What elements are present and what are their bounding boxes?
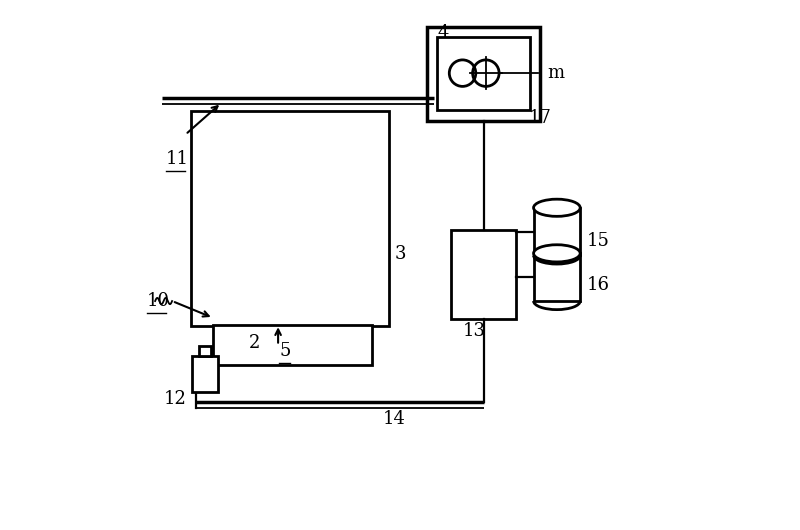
Bar — [190, 111, 390, 326]
Text: 13: 13 — [462, 322, 486, 340]
Ellipse shape — [534, 199, 580, 216]
Bar — [199, 346, 210, 356]
Text: 10: 10 — [146, 292, 170, 310]
Bar — [534, 208, 580, 255]
Text: 5: 5 — [279, 342, 290, 360]
Text: 11: 11 — [166, 150, 189, 168]
Bar — [426, 26, 541, 121]
Text: 3: 3 — [394, 245, 406, 263]
Text: m: m — [547, 64, 565, 82]
Text: 4: 4 — [437, 24, 449, 42]
Text: 14: 14 — [383, 410, 406, 428]
Text: 15: 15 — [586, 232, 610, 250]
Bar — [451, 230, 515, 319]
Bar — [437, 37, 530, 110]
Bar — [192, 356, 218, 392]
Text: 2: 2 — [249, 334, 260, 352]
Bar — [214, 325, 373, 365]
Text: 17: 17 — [528, 109, 551, 127]
Bar — [534, 253, 580, 301]
Text: 12: 12 — [164, 390, 187, 408]
Ellipse shape — [534, 245, 580, 262]
Text: 16: 16 — [586, 276, 610, 294]
